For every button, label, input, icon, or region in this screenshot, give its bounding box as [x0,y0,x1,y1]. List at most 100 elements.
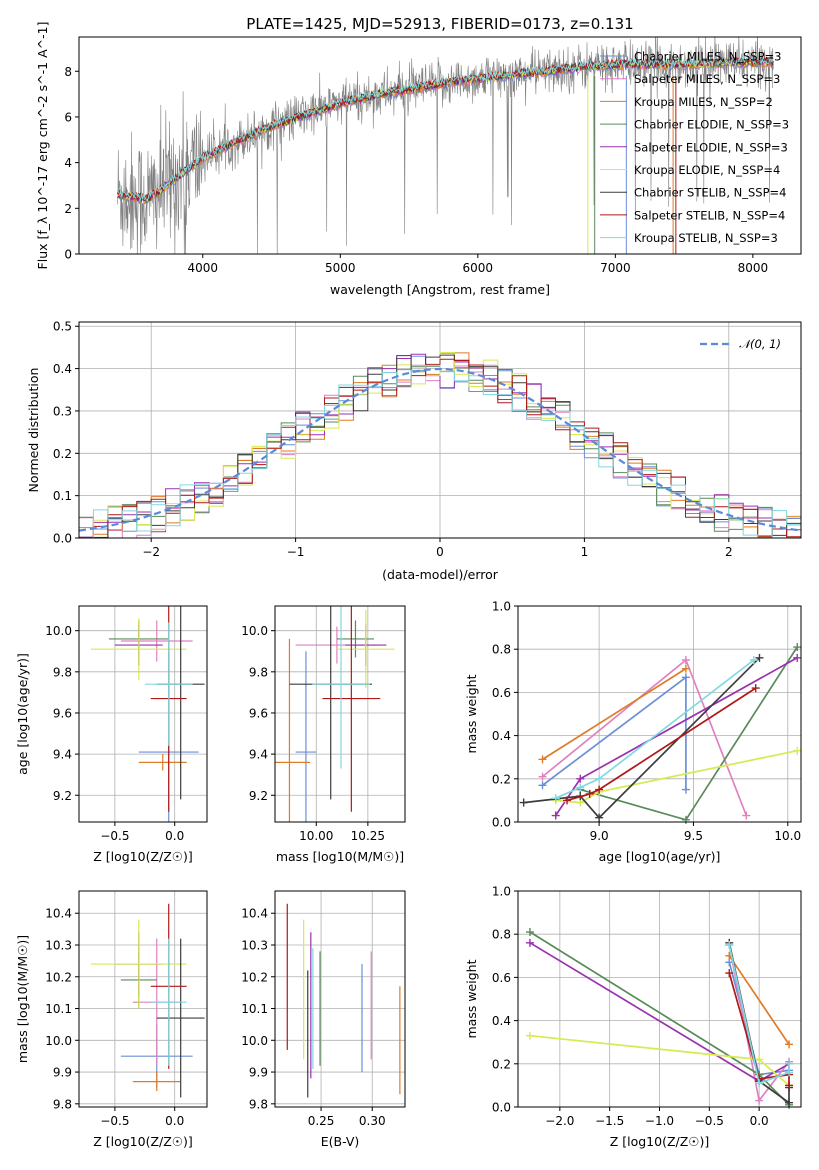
y-tick-label: 9.6 [249,706,268,720]
mass_vs_Z-xlabel: Z [log10(Z/Z☉)] [93,1134,193,1149]
weight-point-chabrier_elodie [793,643,802,652]
x-tick-label: 10.25 [351,829,385,843]
weight-point-chabrier_miles [538,781,547,790]
y-tick-label: 0.6 [492,971,511,985]
weight-line-kroupa_stelib [728,944,790,1085]
y-tick-label: 9.8 [53,665,72,679]
weight-point-kroupa_stelib [725,941,734,949]
weight-point-kroupa_miles [785,1040,794,1049]
x-tick-label: 8000 [738,261,769,275]
legend-entry-kroupa_elodie: Kroupa ELODIE, N_SSP=4 [634,163,780,177]
mass_vs_Z-frame [78,890,208,1108]
weight-line-chabrier_miles [541,675,687,790]
y-tick-label: 9.8 [249,665,268,679]
weight-point-kroupa_stelib [755,1079,764,1088]
x-tick-label: 0.30 [359,1114,386,1128]
weight-point-salpeter_elodie [551,811,560,820]
spectrum-frame [78,36,802,255]
x-tick-label: 9.0 [590,829,609,843]
y-tick-label: 10.1 [45,1002,72,1016]
x-tick-label: 4000 [187,261,218,275]
weight-point-salpeter_stelib [563,796,572,805]
age_vs_Z-frame [78,605,208,823]
y-tick-label: 10.0 [45,1034,72,1048]
weight-point-kroupa_elodie [793,746,802,755]
weight-point-salpeter_stelib [751,684,760,693]
y-tick-label: 9.9 [249,1066,268,1080]
x-tick-label: 9.5 [684,829,703,843]
weight-point-salpeter_miles [755,1096,764,1105]
weight-point-salpeter_stelib [585,789,594,798]
y-tick-label: 0.3 [53,404,72,418]
y-tick-label: 2 [64,202,72,216]
spectrum-model-kroupa_stelib [117,54,774,201]
x-tick-label: −1.5 [595,1114,624,1128]
x-tick-label: −0.5 [100,1114,129,1128]
legend-entry-chabrier_stelib: Chabrier STELIB, N_SSP=4 [634,186,786,200]
spectrum-legend: Chabrier MILES, N_SSP=3 Salpeter MILES, N… [600,50,789,245]
y-tick-label: 10.2 [241,970,268,984]
y-tick-label: 10.0 [241,1034,268,1048]
y-tick-label: 0.8 [492,643,511,657]
y-tick-label: 9.2 [53,789,72,803]
weight-line-kroupa_miles [728,955,790,1045]
weight-point-chabrier_stelib [595,813,604,822]
y-tick-label: 9.2 [249,789,268,803]
weight_vs_age-axes: 9.0 9.5 10.0 0.0 0.2 0.4 0.6 0.8 1.0 [492,600,801,844]
weight-point-salpeter_stelib [725,969,734,978]
weight_vs_age-ylabel: mass weight [464,674,479,753]
weight-point-salpeter_stelib [785,1081,794,1090]
weight-point-kroupa_stelib [785,1068,794,1077]
x-tick-label: −1.0 [645,1114,674,1128]
legend-entry-chabrier_elodie: Chabrier ELODIE, N_SSP=3 [634,118,789,132]
weight-point-kroupa_miles [681,664,690,673]
weight-point-kroupa_elodie [755,1055,764,1064]
x-tick-label: −2 [142,545,160,559]
y-tick-label: 0.2 [492,772,511,786]
y-tick-label: 9.8 [249,1097,268,1111]
y-tick-label: 0.0 [492,816,511,830]
y-tick-label: 0.6 [492,686,511,700]
weight-point-kroupa_stelib [576,783,585,792]
x-tick-label: 0.0 [165,829,184,843]
weight-point-chabrier_elodie [681,815,690,824]
weight_vs_age-frame [517,605,802,823]
residuals-xlabel: (data-model)/error [382,567,499,582]
mass_vs_ebv-xlabel: E(B-V) [321,1134,360,1149]
y-tick-label: 9.9 [53,1066,72,1080]
age_vs_mass-axes: 10.00 10.25 9.2 9.4 9.6 9.8 10.0 [241,606,405,843]
x-tick-label: 7000 [600,261,631,275]
x-tick-label: −0.5 [695,1114,724,1128]
x-tick-label: −0.5 [100,829,129,843]
weight-point-kroupa_miles [538,755,547,764]
y-tick-label: 10.4 [45,907,72,921]
y-tick-label: 9.6 [53,706,72,720]
weight-line-kroupa_elodie [555,749,798,804]
y-tick-label: 0.0 [492,1101,511,1115]
x-tick-label: 6000 [463,261,494,275]
weight_vs_Z-axes: −2.0 −1.5 −1.0 −0.5 0.0 0.0 0.2 0.4 0.6 0.8 1.0 [492,885,801,1128]
mass_vs_ebv-axes: 0.25 0.30 9.8 9.9 10.0 10.1 10.2 10.3 10.4 [241,891,405,1128]
weight-point-kroupa_stelib [551,794,560,803]
weight-point-salpeter_elodie [525,938,534,947]
weight-line-kroupa_stelib [555,659,755,799]
y-tick-label: 0.4 [492,1014,511,1028]
legend-entry-salpeter_elodie: Salpeter ELODIE, N_SSP=3 [634,140,788,154]
mass_vs_Z-axes: −0.5 0.0 9.8 9.9 10.0 10.1 10.2 10.3 10.4 [45,891,207,1128]
y-tick-label: 10.4 [241,907,268,921]
weight-line-salpeter_stelib [566,687,757,802]
y-tick-label: 0.5 [53,320,72,334]
weight-point-kroupa_stelib [595,774,604,783]
mass_vs_ebv-frame [274,890,406,1108]
y-tick-label: 9.8 [53,1097,72,1111]
mass_vs_Z-ylabel: mass [log10(M/M☉)] [15,935,30,1063]
y-tick-label: 0.0 [53,532,72,546]
x-tick-label: −2.0 [545,1114,574,1128]
weight_vs_Z-xlabel: Z [log10(Z/Z☉)] [610,1134,710,1149]
weight-line-kroupa_miles [542,667,687,761]
weight_vs_Z-ylabel: mass weight [464,959,479,1038]
weight-point-kroupa_stelib [749,656,758,664]
legend-entry-kroupa_stelib: Kroupa STELIB, N_SSP=3 [634,231,778,245]
legend-entry-chabrier_miles: Chabrier MILES, N_SSP=3 [634,50,781,64]
weight-point-salpeter_miles [742,811,751,820]
